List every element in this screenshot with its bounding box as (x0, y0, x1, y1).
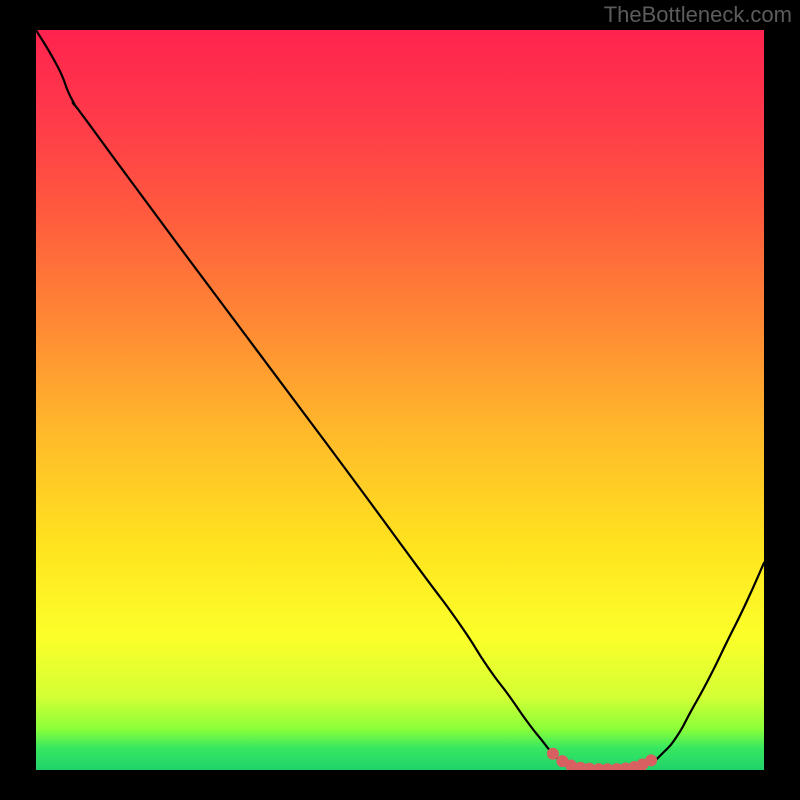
valley-dot (547, 748, 559, 760)
chart-frame: TheBottleneck.com (0, 0, 800, 800)
bottleneck-curve-chart (36, 30, 764, 770)
chart-svg (36, 30, 764, 770)
valley-dot (645, 754, 657, 766)
watermark-text: TheBottleneck.com (604, 2, 792, 28)
gradient-background (36, 30, 764, 770)
